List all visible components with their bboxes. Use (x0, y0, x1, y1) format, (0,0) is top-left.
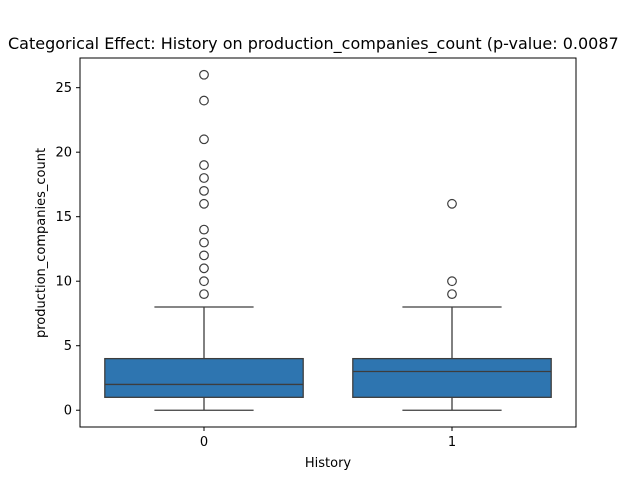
box-group-0 (104, 69, 304, 411)
x-axis-title: History (305, 456, 352, 471)
outlier-point (199, 250, 209, 261)
x-tick-label: 1 (448, 435, 456, 450)
chart-title: Categorical Effect: History on productio… (8, 34, 619, 54)
outlier-point (199, 160, 209, 170)
outlier-point (199, 276, 209, 287)
outlier-point (447, 198, 457, 209)
outlier-point (199, 69, 209, 80)
outlier-point (199, 185, 209, 196)
y-tick-label: 20 (55, 146, 72, 161)
plot-area (104, 69, 552, 411)
plot-frame (79, 57, 577, 428)
y-tick-label: 0 (64, 404, 72, 419)
y-tick-label: 15 (55, 210, 72, 225)
outlier-point (199, 224, 209, 235)
outlier-point (199, 237, 209, 248)
x-tick-label: 0 (200, 435, 208, 450)
outlier-point (199, 198, 209, 209)
box-group-1 (352, 198, 552, 411)
outlier-point (199, 173, 209, 183)
outlier-point (447, 276, 457, 287)
outlier-point (199, 134, 209, 145)
outlier-point (199, 263, 209, 274)
outlier-point (199, 95, 209, 106)
iqr-box (104, 357, 304, 398)
y-tick-label: 25 (55, 81, 72, 96)
y-axis-title: production_companies_count (34, 148, 49, 338)
outlier-point (447, 289, 457, 300)
y-tick-label: 5 (64, 339, 72, 354)
outlier-point (199, 289, 209, 300)
y-tick-label: 10 (55, 275, 72, 290)
iqr-box (352, 357, 552, 398)
